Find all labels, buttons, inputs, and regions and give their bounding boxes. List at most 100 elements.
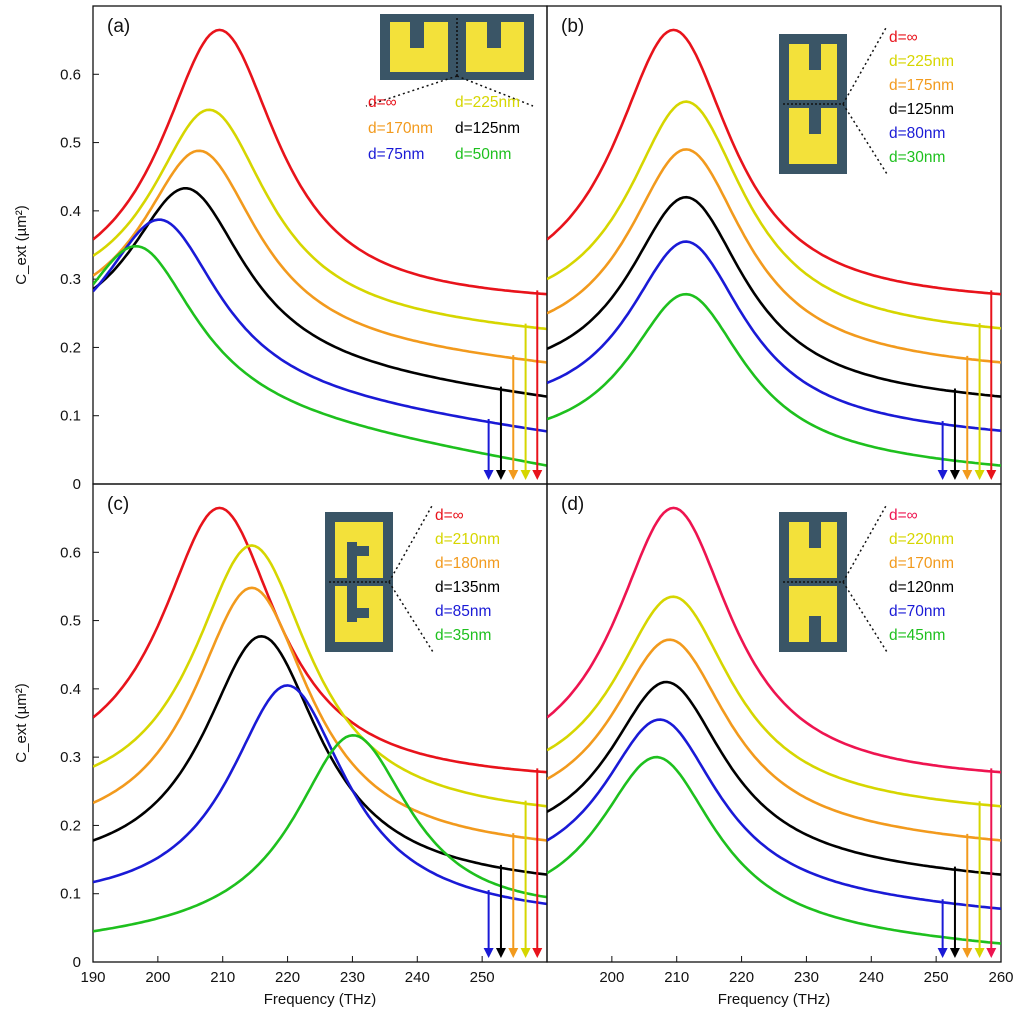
x-tick-label: 240 bbox=[859, 969, 884, 986]
legend-entry-2: d=170nm bbox=[368, 120, 433, 137]
series-line-4 bbox=[93, 684, 547, 906]
y-tick-label: 0.1 bbox=[60, 408, 81, 425]
panel-label: (d) bbox=[561, 494, 584, 515]
series-line-5 bbox=[547, 755, 1001, 945]
y-tick-label: 0.4 bbox=[60, 681, 81, 698]
baseline-arrowhead-0 bbox=[532, 470, 543, 480]
inset-gap-left bbox=[410, 22, 424, 48]
panel-label: (b) bbox=[561, 16, 584, 37]
legend-entry-2: d=175nm bbox=[889, 77, 954, 94]
x-tick-label: 230 bbox=[794, 969, 819, 986]
legend-entry-4: d=70nm bbox=[889, 603, 945, 620]
y-tick-label: 0.6 bbox=[60, 66, 81, 83]
inset-gap-top bbox=[809, 522, 821, 548]
series-line-3 bbox=[547, 195, 1001, 398]
legend-entry-5: d=45nm bbox=[889, 627, 945, 644]
baseline-arrowhead-1 bbox=[974, 948, 985, 958]
baseline-arrowhead-3 bbox=[495, 948, 506, 958]
series-line-2 bbox=[93, 586, 547, 842]
panel-label: (a) bbox=[107, 16, 130, 37]
series-line-1 bbox=[547, 100, 1001, 330]
legend-entry-1: d=220nm bbox=[889, 531, 954, 548]
legend-entry-2: d=170nm bbox=[889, 555, 954, 572]
baseline-arrowhead-2 bbox=[508, 470, 519, 480]
baseline-arrowhead-0 bbox=[986, 470, 997, 480]
baseline-arrowhead-4 bbox=[937, 470, 948, 480]
y-tick-label: 0.6 bbox=[60, 544, 81, 561]
y-tick-label: 0.3 bbox=[60, 271, 81, 288]
series-line-5 bbox=[93, 733, 547, 933]
baseline-arrowhead-3 bbox=[495, 470, 506, 480]
series-line-4 bbox=[93, 218, 547, 433]
series-line-2 bbox=[547, 638, 1001, 842]
baseline-arrowhead-1 bbox=[520, 948, 531, 958]
series-line-1 bbox=[93, 544, 547, 808]
x-tick-label: 190 bbox=[80, 969, 105, 986]
inset-callout-bottom bbox=[842, 581, 888, 653]
legend-entry-3: d=135nm bbox=[435, 579, 500, 596]
series-line-0 bbox=[547, 28, 1001, 296]
series-line-5 bbox=[547, 292, 1001, 467]
baseline-arrowhead-2 bbox=[962, 470, 973, 480]
y-tick-label: 0 bbox=[73, 476, 81, 493]
inset-spine bbox=[347, 542, 357, 622]
legend-entry-2: d=180nm bbox=[435, 555, 500, 572]
legend-entry-4: d=80nm bbox=[889, 125, 945, 142]
series-line-5 bbox=[93, 244, 547, 467]
inset-gap-bottom bbox=[347, 608, 369, 618]
baseline-arrowhead-0 bbox=[532, 948, 543, 958]
legend-entry-0: d=∞ bbox=[889, 507, 918, 524]
series-line-4 bbox=[547, 718, 1001, 910]
x-tick-label: 210 bbox=[664, 969, 689, 986]
baseline-arrowhead-3 bbox=[949, 470, 960, 480]
inset-callout-top bbox=[842, 25, 888, 105]
series-line-1 bbox=[93, 108, 547, 331]
y-tick-label: 0.5 bbox=[60, 613, 81, 630]
x-axis-label: Frequency (THz) bbox=[718, 991, 831, 1008]
baseline-arrowhead-1 bbox=[520, 470, 531, 480]
inset-callout-bottom bbox=[842, 103, 888, 175]
series-line-2 bbox=[93, 149, 547, 364]
inset-callout-top bbox=[388, 503, 434, 583]
series-line-2 bbox=[547, 148, 1001, 364]
baseline-arrowhead-4 bbox=[483, 470, 494, 480]
inset-gap-bottom bbox=[809, 616, 821, 642]
chart-panel-0: 0 0.1 0.2 0.3 0.4 0.5 0.6 C_ext (µm²) (a) d=∞ d=22… bbox=[13, 5, 548, 493]
x-tick-label: 240 bbox=[405, 969, 430, 986]
x-tick-label: 220 bbox=[275, 969, 300, 986]
series-line-3 bbox=[93, 187, 547, 398]
plot-frame bbox=[546, 483, 1002, 963]
baseline-arrowhead-3 bbox=[949, 948, 960, 958]
inset-gap-right bbox=[487, 22, 501, 48]
baseline-arrowhead-1 bbox=[974, 470, 985, 480]
inset-callout-left bbox=[365, 75, 458, 107]
series-line-4 bbox=[547, 240, 1001, 432]
baseline-arrowhead-4 bbox=[483, 948, 494, 958]
x-tick-label: 250 bbox=[924, 969, 949, 986]
legend-entry-3: d=125nm bbox=[455, 120, 520, 137]
y-axis-label: C_ext (µm²) bbox=[13, 205, 30, 284]
x-tick-label: 210 bbox=[210, 969, 235, 986]
y-tick-label: 0.1 bbox=[60, 886, 81, 903]
chart-panel-3: 200 210 220 230 240 250 260 Frequency (THz) (d) d… bbox=[546, 483, 1014, 1008]
x-axis-label: Frequency (THz) bbox=[264, 991, 377, 1008]
chart-panel-1: (b) d=∞ d=225nm d=175nm d=125nm d=80nm d=30nm bbox=[546, 5, 1002, 485]
legend-entry-0: d=∞ bbox=[889, 29, 918, 46]
legend-entry-0: d=∞ bbox=[435, 507, 464, 524]
panel-label: (c) bbox=[107, 494, 129, 515]
y-axis-label: C_ext (µm²) bbox=[13, 683, 30, 762]
inset-callout-top bbox=[842, 503, 888, 583]
legend-entry-5: d=50nm bbox=[455, 146, 511, 163]
legend-entry-0: d=∞ bbox=[368, 94, 397, 111]
baseline-arrowhead-0 bbox=[986, 948, 997, 958]
x-tick-label: 200 bbox=[145, 969, 170, 986]
series-line-0 bbox=[93, 506, 547, 774]
series-line-1 bbox=[547, 595, 1001, 808]
x-tick-label: 250 bbox=[470, 969, 495, 986]
baseline-arrowhead-2 bbox=[962, 948, 973, 958]
y-tick-label: 0.3 bbox=[60, 749, 81, 766]
chart-panel-2: 0 0.1 0.2 0.3 0.4 0.5 0.6 190 200 210 220 230 240 250… bbox=[13, 483, 548, 1008]
legend-entry-3: d=120nm bbox=[889, 579, 954, 596]
inset-callout-right bbox=[456, 75, 534, 107]
